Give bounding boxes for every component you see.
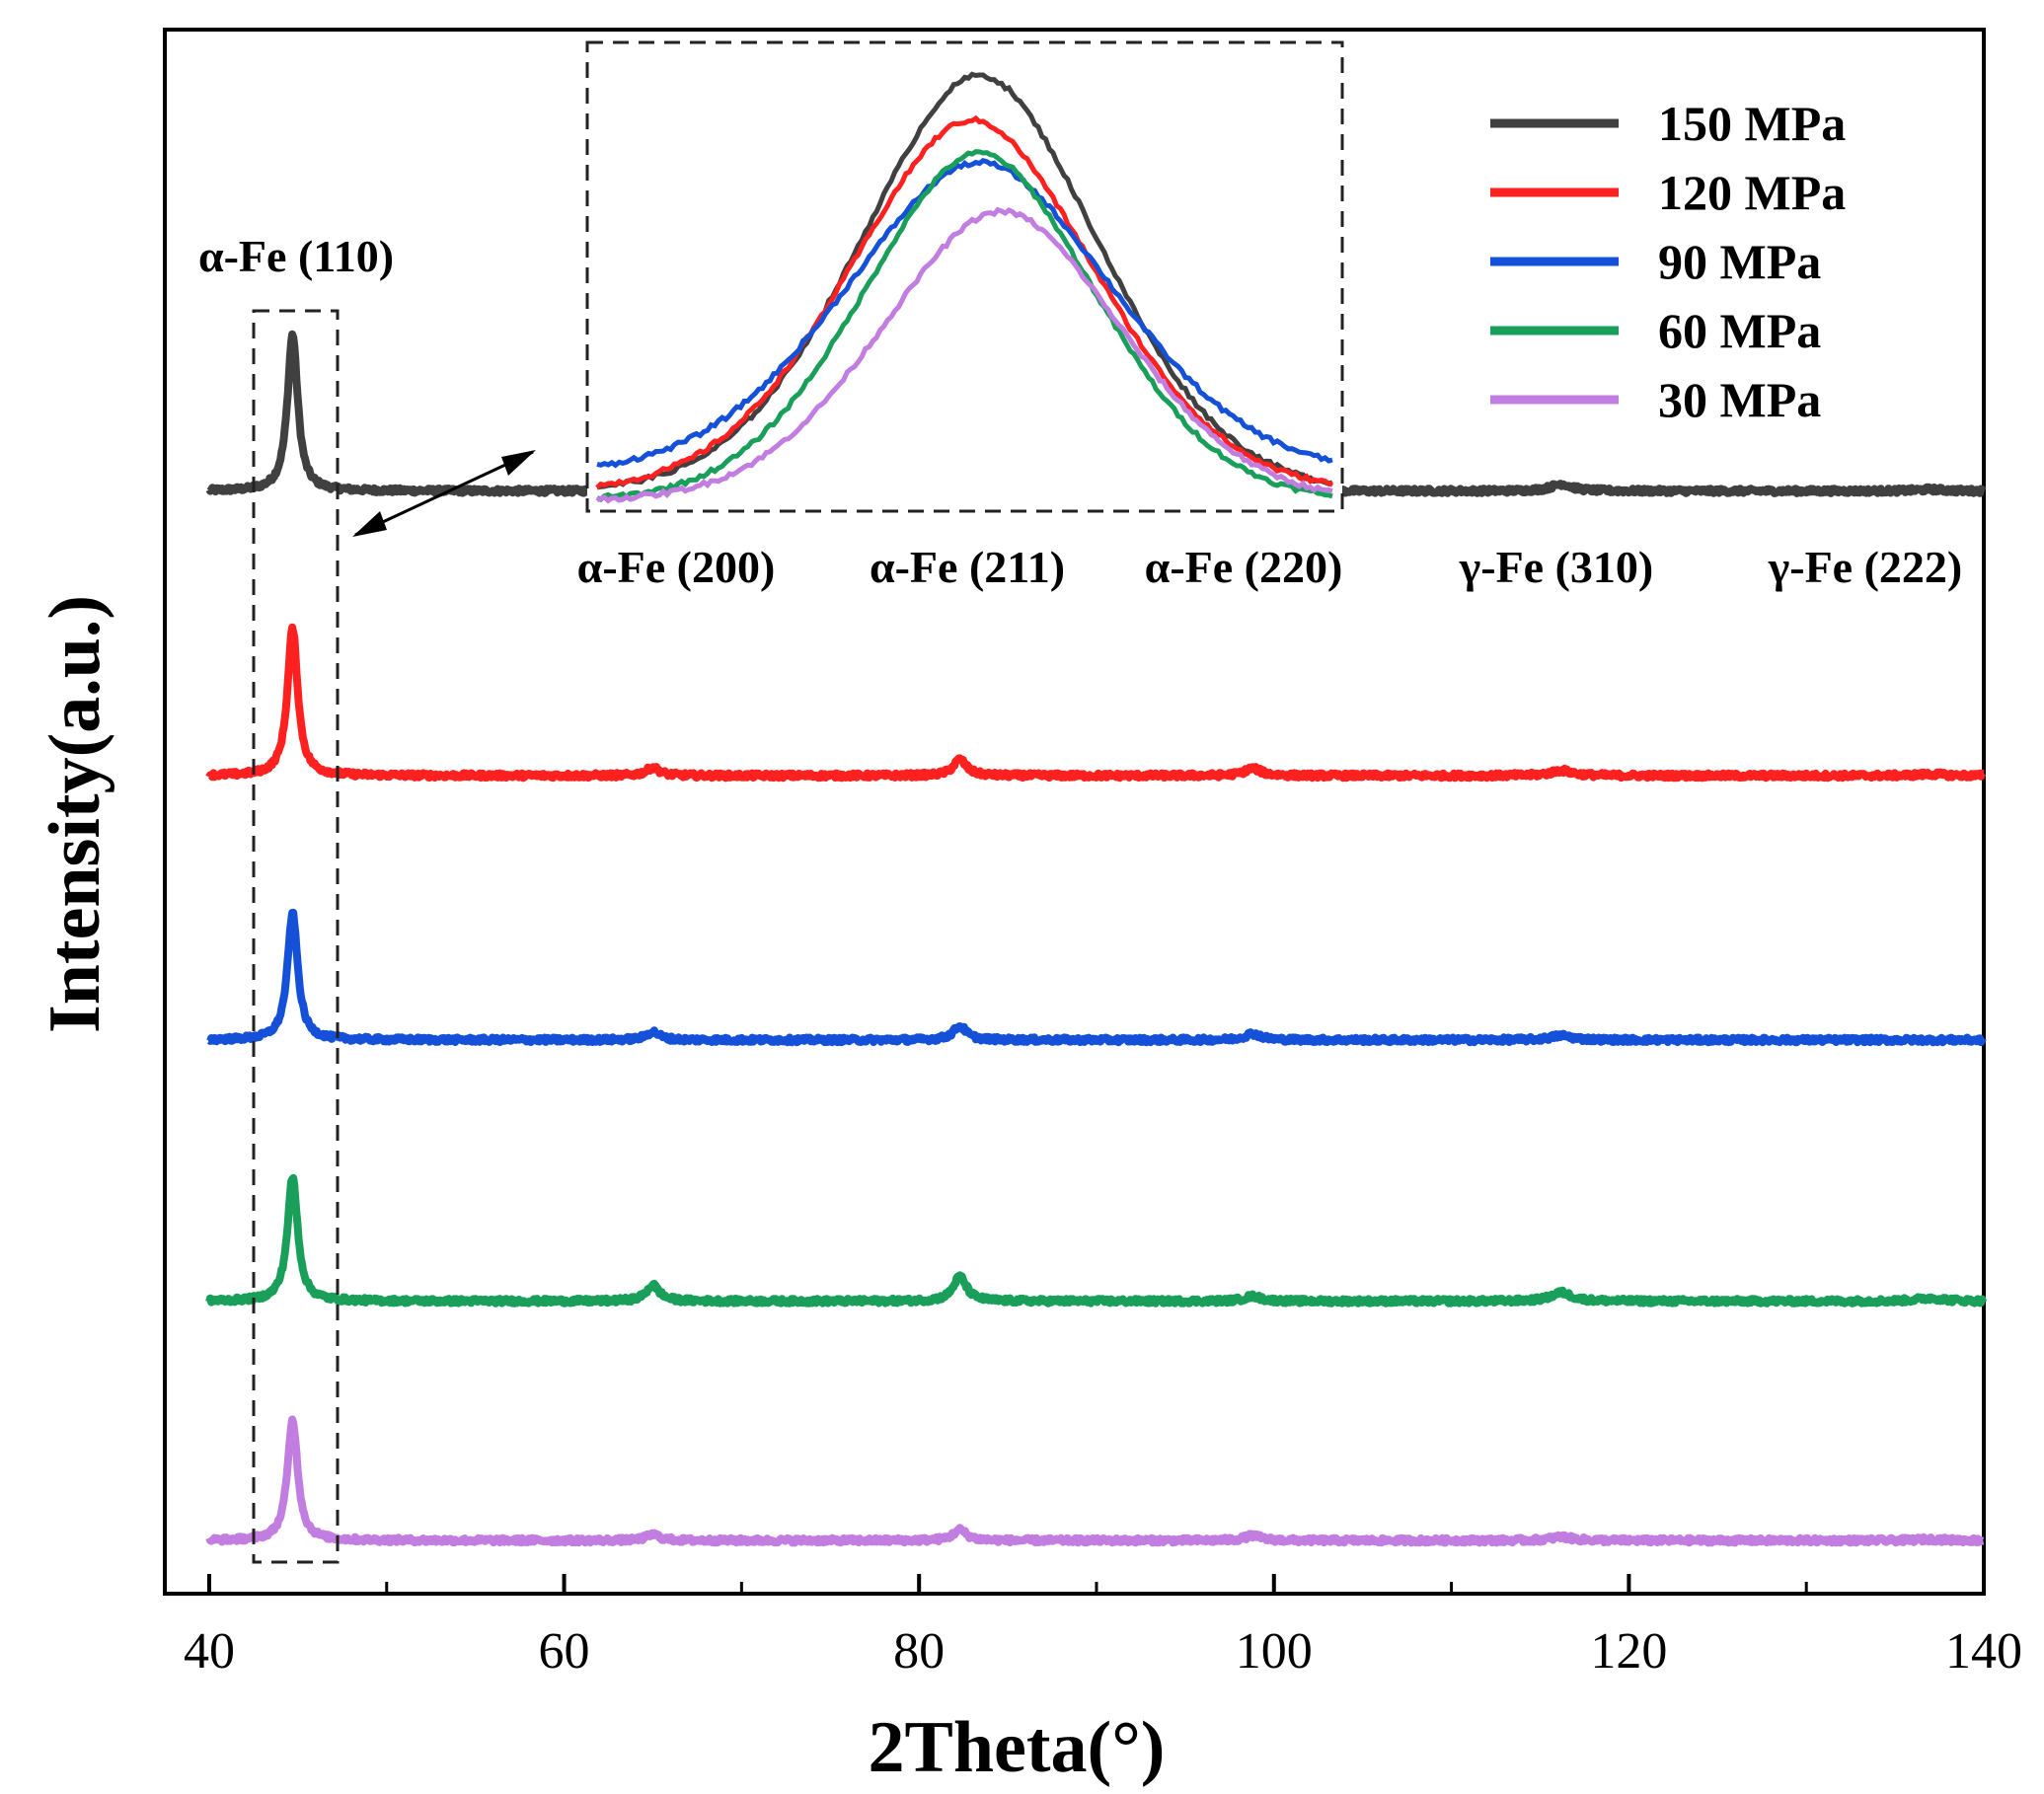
y-axis-title: Intensity(a.u.) xyxy=(35,595,115,1033)
peak-label: γ-Fe (310) xyxy=(1459,542,1654,592)
legend: 150 MPa 120 MPa 90 MPa 60 MPa 30 MPa xyxy=(1490,96,1846,427)
zoom-arrow-head-right xyxy=(501,450,536,476)
inset-line-30-mpa xyxy=(596,206,1333,504)
x-tick-label: 60 xyxy=(539,1623,590,1680)
series-line-90-mpa xyxy=(206,908,1987,1047)
x-tick-label: 140 xyxy=(1945,1623,2022,1680)
inset-curves xyxy=(595,71,1333,504)
peak-label: α-Fe (200) xyxy=(577,542,776,592)
series-line-60-mpa xyxy=(205,1173,1988,1308)
legend-label: 150 MPa xyxy=(1658,96,1846,151)
inset-zoom-panel xyxy=(585,40,1344,513)
x-tick-label: 80 xyxy=(893,1623,945,1680)
peak-labels: α-Fe (110) α-Fe (200) α-Fe (211) α-Fe (220)… xyxy=(198,231,1962,592)
legend-label: 120 MPa xyxy=(1658,165,1846,220)
inset-line-90-mpa xyxy=(596,157,1333,469)
peak-label: α-Fe (110) xyxy=(198,231,394,281)
legend-label: 90 MPa xyxy=(1658,234,1821,289)
peak-label: γ-Fe (222) xyxy=(1768,542,1963,592)
series-line-120-mpa xyxy=(205,623,1987,783)
legend-label: 30 MPa xyxy=(1658,372,1821,427)
inset-line-60-mpa xyxy=(596,149,1333,503)
zoom-arrow-head-left xyxy=(352,511,387,537)
inset-line-120-mpa xyxy=(595,114,1333,490)
legend-label: 60 MPa xyxy=(1658,303,1821,358)
plot-frame xyxy=(163,28,1986,1596)
series-layer xyxy=(205,330,1988,1547)
peak-label: α-Fe (211) xyxy=(870,542,1065,592)
x-axis: 40 60 80 100 120 140 xyxy=(184,1574,2022,1680)
peak-label: α-Fe (220) xyxy=(1145,542,1343,592)
x-tick-label: 40 xyxy=(184,1623,235,1680)
series-line-30-mpa xyxy=(205,1415,1987,1547)
x-tick-label: 120 xyxy=(1590,1623,1667,1680)
x-tick-label: 100 xyxy=(1236,1623,1313,1680)
x-axis-title: 2Theta(°) xyxy=(869,1707,1166,1788)
zoom-arrow xyxy=(352,450,536,537)
